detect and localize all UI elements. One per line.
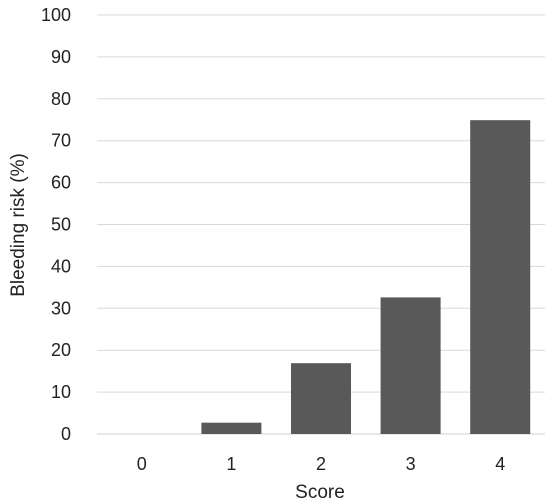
x-tick-label: 3 xyxy=(406,454,416,474)
y-tick-label: 40 xyxy=(51,256,71,276)
gridlines xyxy=(97,14,545,435)
bar-score-1 xyxy=(201,422,262,434)
x-tick-label: 0 xyxy=(137,454,147,474)
y-tick-label: 60 xyxy=(51,173,71,193)
bar-score-3 xyxy=(380,297,441,434)
y-tick-label: 20 xyxy=(51,340,71,360)
y-tick-label: 0 xyxy=(61,424,71,444)
y-tick-label: 10 xyxy=(51,382,71,402)
x-tick-label: 2 xyxy=(316,454,326,474)
y-tick-label: 90 xyxy=(51,47,71,67)
x-tick-label: 1 xyxy=(226,454,236,474)
bar-score-2 xyxy=(290,363,352,434)
y-tick-label: 100 xyxy=(41,5,71,25)
x-axis-title: Score xyxy=(295,482,345,503)
x-tick-label: 4 xyxy=(495,454,505,474)
y-tick-label: 70 xyxy=(51,131,71,151)
y-tick-label: 80 xyxy=(51,89,71,109)
x-tick-labels: 0 1 2 3 4 xyxy=(137,454,505,474)
y-tick-label: 30 xyxy=(51,298,71,318)
y-tick-label: 50 xyxy=(51,215,71,235)
bar-score-4 xyxy=(470,120,531,434)
y-tick-labels: 0 10 20 30 40 50 60 70 80 90 100 xyxy=(41,5,71,444)
y-axis-title: Bleeding risk (%) xyxy=(8,153,29,297)
bars xyxy=(201,120,531,434)
